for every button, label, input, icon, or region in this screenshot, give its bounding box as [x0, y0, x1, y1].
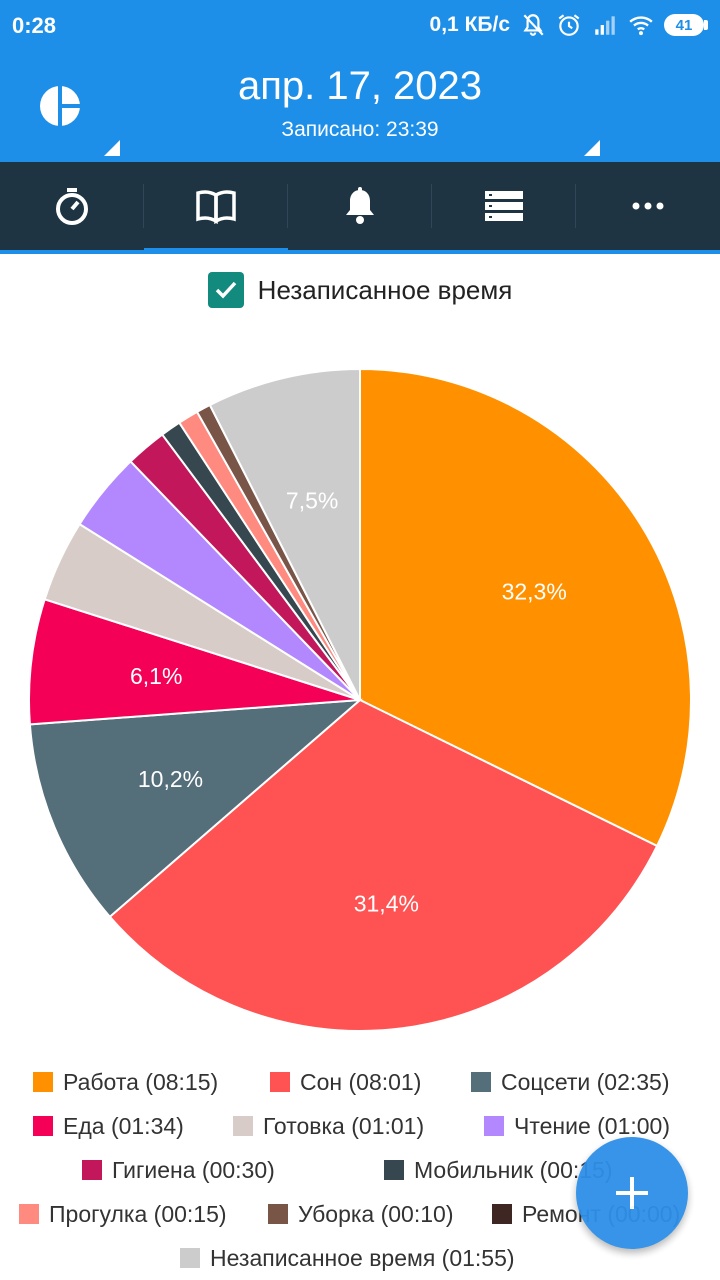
plus-icon — [616, 1177, 648, 1209]
legend-item: Готовка (01:01) — [233, 1108, 424, 1144]
legend-label: Еда (01:34) — [63, 1112, 184, 1139]
legend-item: Работа (08:15) — [33, 1064, 218, 1100]
status-bar: 0:28 0,1 КБ/с — [0, 0, 720, 50]
unrecorded-toggle-row[interactable]: Незаписанное время — [0, 268, 720, 312]
legend-label: Прогулка (00:15) — [49, 1200, 227, 1227]
status-icons: 0,1 КБ/с — [430, 10, 708, 40]
list-icon — [485, 191, 523, 221]
app-header: апр. 17, 2023 Записано: 23:39 — [0, 50, 720, 162]
legend-item: Сон (08:01) — [270, 1064, 421, 1100]
legend-swatch — [268, 1204, 288, 1224]
legend-swatch — [33, 1116, 53, 1136]
check-icon — [215, 281, 236, 299]
legend-label: Гигиена (00:30) — [112, 1156, 275, 1183]
tab-underline — [0, 250, 720, 254]
signal-icon — [595, 16, 615, 35]
legend-swatch — [384, 1160, 404, 1180]
legend-label: Работа (08:15) — [63, 1068, 219, 1095]
legend-swatch — [180, 1248, 200, 1268]
legend-label: Соцсети (02:35) — [501, 1068, 670, 1095]
stopwatch-icon — [56, 188, 88, 225]
tab-reminders[interactable] — [288, 162, 432, 250]
pie-slice[interactable] — [28, 698, 363, 919]
date-title[interactable]: апр. 17, 2023 — [237, 64, 483, 108]
legend-swatch — [471, 1072, 491, 1092]
legend-label: Уборка (00:10) — [298, 1200, 454, 1227]
wifi-icon — [629, 16, 653, 36]
legend-label: Готовка (01:01) — [263, 1112, 425, 1139]
legend-row: Гигиена (00:30) Мобильник (00:15) — [0, 1152, 720, 1188]
status-time: 0:28 — [12, 13, 57, 38]
legend-row: Незаписанное время (01:55) — [0, 1240, 720, 1276]
legend-item: Соцсети (02:35) — [471, 1064, 670, 1100]
legend-item: Еда (01:34) — [33, 1108, 184, 1144]
mute-icon — [523, 14, 544, 36]
activity-pie-chart[interactable]: 32,3% 31,4% 10,2% 6,1% 7,5% — [0, 330, 720, 1050]
legend-label: Чтение (01:00) — [514, 1112, 671, 1139]
pie-slice-label: 7,5% — [286, 487, 338, 513]
battery-icon: 41 — [664, 14, 708, 36]
legend-item: Гигиена (00:30) — [82, 1152, 275, 1188]
prev-date-corner-icon[interactable] — [104, 140, 120, 156]
legend-swatch — [484, 1116, 504, 1136]
more-icon — [632, 202, 664, 210]
legend-item: Чтение (01:00) — [484, 1108, 670, 1144]
legend-swatch — [233, 1116, 253, 1136]
legend-swatch — [19, 1204, 39, 1224]
alarm-icon — [558, 14, 580, 36]
pie-slice-label: 31,4% — [354, 891, 419, 917]
tab-activities[interactable] — [432, 162, 576, 250]
pie-slice[interactable] — [359, 367, 692, 848]
legend-row: Работа (08:15) Сон (08:01) Соцсети (02:3… — [0, 1064, 720, 1100]
tab-bar — [0, 162, 720, 254]
unrecorded-label: Незаписанное время — [257, 274, 513, 305]
net-speed: 0,1 КБ/с — [429, 13, 510, 36]
next-date-corner-icon[interactable] — [584, 140, 600, 156]
legend-row: Еда (01:34) Готовка (01:01) Чтение (01:0… — [0, 1108, 720, 1144]
legend-item: Уборка (00:10) — [268, 1196, 454, 1232]
battery-level: 41 — [664, 14, 704, 36]
legend-label: Незаписанное время (01:55) — [210, 1244, 515, 1271]
legend-swatch — [82, 1160, 102, 1180]
bell-icon — [346, 187, 374, 224]
pie-slice-label: 10,2% — [138, 766, 203, 792]
pie-slice[interactable] — [208, 367, 361, 701]
pie-slice-label: 32,3% — [502, 578, 567, 604]
legend-item: Прогулка (00:15) — [19, 1196, 227, 1232]
add-entry-button[interactable] — [576, 1137, 688, 1249]
pie-slice[interactable] — [108, 698, 659, 1032]
pie-slice-label: 6,1% — [130, 663, 182, 689]
tab-more[interactable] — [576, 162, 720, 250]
legend-swatch — [270, 1072, 290, 1092]
legend-swatch — [492, 1204, 512, 1224]
tab-journal[interactable] — [144, 162, 288, 254]
legend-label: Сон (08:01) — [300, 1068, 422, 1095]
recorded-subtitle: Записано: 23:39 — [281, 118, 439, 141]
pie-logo-icon[interactable] — [38, 84, 82, 128]
legend-swatch — [33, 1072, 53, 1092]
book-icon — [196, 190, 236, 225]
pie-slice[interactable] — [28, 598, 361, 726]
tab-timer[interactable] — [0, 162, 144, 250]
unrecorded-checkbox[interactable] — [207, 272, 244, 308]
legend-item: Незаписанное время (01:55) — [180, 1240, 515, 1276]
